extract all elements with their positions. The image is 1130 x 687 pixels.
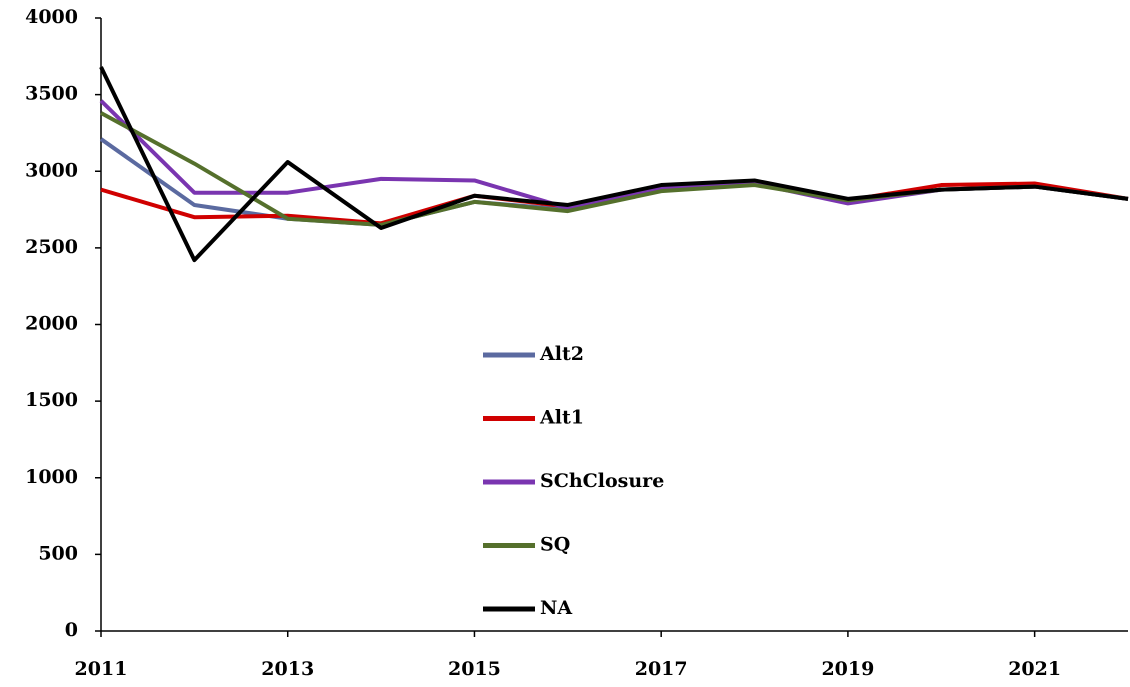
- series-line: [100, 111, 1129, 227]
- legend-label: NA: [540, 597, 572, 619]
- y-tick-label: 2000: [25, 313, 78, 335]
- series-line: [99, 66, 1129, 263]
- legend-label: SChClosure: [540, 470, 664, 492]
- x-tick-label: 2021: [1008, 658, 1061, 680]
- y-tick-label: 1000: [25, 466, 78, 488]
- y-tick-label: 500: [38, 542, 78, 564]
- x-tick-label: 2017: [635, 658, 688, 680]
- y-tick-label: 3500: [25, 83, 78, 105]
- series-line: [99, 99, 1129, 211]
- y-tick-label: 3000: [25, 159, 78, 181]
- x-tick-label: 2015: [448, 658, 501, 680]
- y-tick-label: 0: [65, 619, 78, 641]
- x-tick-label: 2019: [821, 658, 874, 680]
- x-tick-label: 2011: [75, 658, 128, 680]
- y-tick-label: 4000: [25, 6, 78, 28]
- legend-label: SQ: [540, 534, 570, 556]
- legend-label: Alt1: [539, 407, 584, 429]
- series-line: [99, 137, 1129, 227]
- y-tick-label: 2500: [25, 236, 78, 258]
- legend-label: Alt2: [539, 343, 584, 365]
- y-tick-label: 1500: [25, 389, 78, 411]
- x-tick-label: 2013: [261, 658, 314, 680]
